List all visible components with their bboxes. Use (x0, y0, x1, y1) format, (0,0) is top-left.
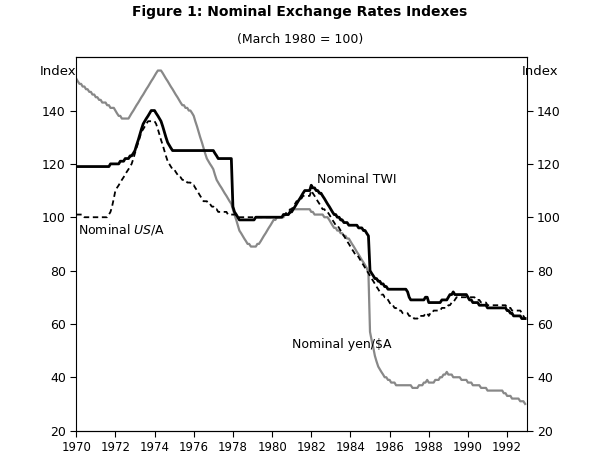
Text: Nominal TWI: Nominal TWI (317, 173, 397, 186)
Text: Index: Index (40, 65, 77, 78)
Text: Nominal yen/$A: Nominal yen/$A (292, 338, 391, 351)
Text: Nominal $US/$A: Nominal $US/$A (78, 222, 166, 237)
Text: (March 1980 = 100): (March 1980 = 100) (237, 33, 363, 46)
Text: Index: Index (521, 65, 558, 78)
Text: Figure 1: Nominal Exchange Rates Indexes: Figure 1: Nominal Exchange Rates Indexes (133, 5, 467, 19)
